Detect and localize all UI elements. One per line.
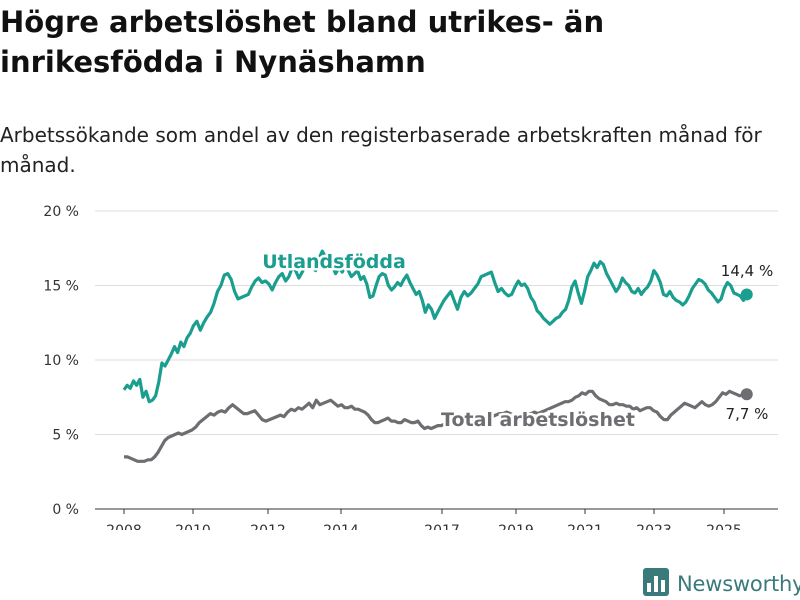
x-tick-label: 2021 <box>567 523 603 530</box>
x-tick-label: 2012 <box>250 523 286 530</box>
newsworthy-logo[interactable]: Newsworthy <box>643 568 800 600</box>
grid-lines <box>95 210 778 510</box>
brand-name: Newsworthy <box>677 572 800 596</box>
x-axis-ticks: 2008 2010 2012 2014 2017 2019 2021 2023 2025 <box>106 509 742 530</box>
series-end-point <box>740 288 753 301</box>
series-lines <box>122 249 753 463</box>
chart-subtitle: Arbetssökande som andel av den registerb… <box>0 123 762 177</box>
x-tick-label: 2010 <box>175 523 211 530</box>
y-tick-label: 5 % <box>52 428 79 444</box>
series-name-label: Utlandsfödda <box>262 251 406 273</box>
series-end-label: 14,4 % <box>721 262 773 280</box>
x-tick-label: 2014 <box>323 523 359 530</box>
series-line <box>124 389 747 463</box>
x-tick-label: 2025 <box>706 523 742 530</box>
series-line <box>122 249 749 404</box>
y-tick-label: 15 % <box>43 279 79 295</box>
series-labels: 14,4 % 7,7 % Utlandsfödda Total arbetslöshe… <box>260 249 774 434</box>
x-tick-label: 2023 <box>636 523 672 530</box>
chart-title: Högre arbetslöshet bland utrikes- än inr… <box>0 5 605 79</box>
y-axis-ticks: 0 % 5 % 10 % 15 % 20 % <box>43 204 79 518</box>
series-name-label: Total arbetslöshet <box>441 409 635 431</box>
series-end-label: 7,7 % <box>726 405 769 423</box>
y-tick-label: 10 % <box>43 353 79 369</box>
y-tick-label: 0 % <box>52 502 79 518</box>
x-tick-label: 2017 <box>424 523 460 530</box>
x-tick-label: 2019 <box>498 523 534 530</box>
y-tick-label: 20 % <box>43 204 79 220</box>
x-tick-label: 2008 <box>106 523 142 530</box>
line-chart: 0 %5 %10 %15 %20 % 200820102012201420172… <box>43 204 778 530</box>
bar-chart-logo-icon <box>643 568 669 600</box>
series-end-point <box>740 388 753 401</box>
